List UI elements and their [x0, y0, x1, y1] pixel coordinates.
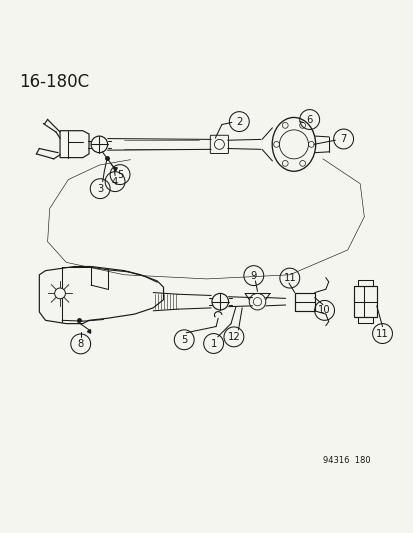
Text: 5: 5 — [180, 335, 187, 345]
Text: 6: 6 — [306, 115, 312, 125]
Text: 16-180C: 16-180C — [19, 72, 88, 91]
Text: 2: 2 — [235, 117, 242, 127]
Text: 1: 1 — [210, 338, 216, 349]
Circle shape — [55, 288, 65, 299]
Text: 12: 12 — [227, 332, 240, 342]
Text: 10: 10 — [318, 305, 330, 316]
Text: 8: 8 — [77, 339, 84, 349]
Text: 9: 9 — [250, 271, 256, 280]
Text: 94316  180: 94316 180 — [322, 456, 370, 465]
Text: 11: 11 — [283, 273, 295, 283]
Text: 11: 11 — [375, 328, 388, 338]
Bar — [353, 286, 376, 318]
Text: 5: 5 — [116, 169, 123, 180]
Text: 4: 4 — [112, 176, 118, 187]
Text: 3: 3 — [97, 184, 103, 193]
Bar — [294, 293, 314, 311]
Text: 7: 7 — [339, 134, 346, 144]
